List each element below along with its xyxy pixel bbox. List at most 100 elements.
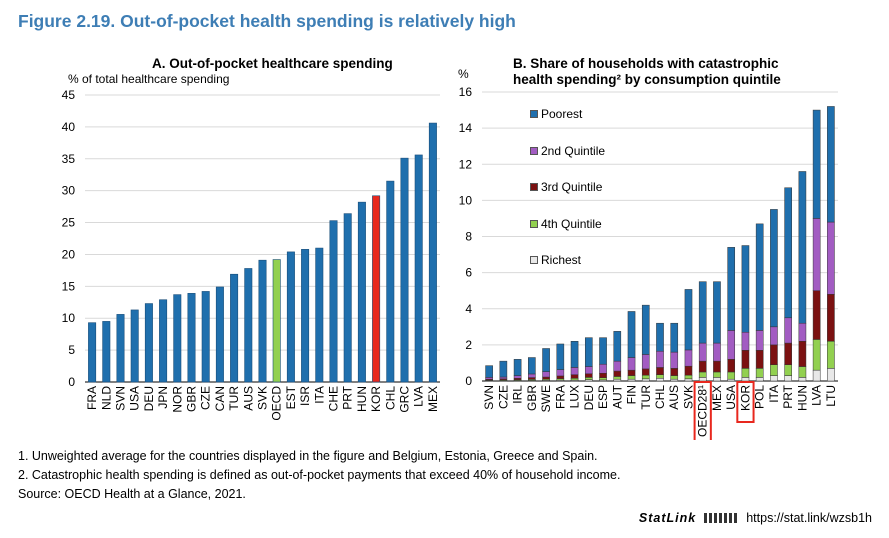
panel-b-segment-poorest: [499, 360, 508, 378]
panel-b-xtick-label: FRA: [553, 385, 567, 409]
statlink-label: StatLink: [638, 511, 697, 525]
panel-b-segment-4th-quintile: [798, 366, 807, 378]
panel-a-bar-svk: [258, 259, 267, 383]
panel-b-segment-poorest: [528, 357, 536, 375]
panel-b-segment-3rd-quintile: [827, 294, 835, 342]
panel-b-segment-poorest: [584, 337, 593, 367]
panel-b-segment-2nd-quintile: [684, 349, 693, 367]
panel-b-segment-richest: [656, 378, 664, 382]
legend-label: Poorest: [541, 107, 583, 121]
panel-b-segment-poorest: [684, 289, 693, 351]
panel-b-segment-poorest: [727, 247, 736, 331]
panel-b-segment-poorest: [513, 359, 522, 376]
panel-b-segment-3rd-quintile: [556, 375, 565, 379]
panel-b-segment-2nd-quintile: [627, 357, 636, 371]
panel-b-segment-richest: [741, 377, 750, 382]
panel-b-title-line2: health spending² by consumption quintile: [513, 72, 781, 87]
panel-b-segment-2nd-quintile: [670, 351, 679, 369]
panel-b-xtick-label: OECD28¹: [696, 385, 710, 437]
panel-a-ytick-label: 45: [62, 88, 76, 102]
statlink[interactable]: StatLink https://stat.link/wzsb1h: [639, 511, 872, 525]
panel-b-segment-poorest: [670, 322, 679, 353]
panel-a-bar-fra: [88, 322, 97, 383]
panel-a-xtick-label: EST: [284, 385, 298, 409]
panel-a-bar-tur: [230, 273, 239, 383]
panel-b-segment-poorest: [485, 365, 493, 378]
panel-b-segment-2nd-quintile: [641, 354, 650, 370]
panel-b-segment-poorest: [656, 322, 664, 352]
panel-b-segment-3rd-quintile: [670, 368, 679, 376]
panel-b-segment-poorest: [570, 341, 579, 368]
panel-a-ytick-label: 5: [68, 343, 75, 357]
panel-b-segment-4th-quintile: [613, 376, 622, 380]
panel-b-segment-poorest: [599, 337, 607, 365]
panel-b-segment-3rd-quintile: [755, 350, 764, 369]
panel-b-highlight-box: [693, 381, 712, 440]
panel-b-segment-richest: [798, 377, 807, 382]
panel-a-ytick-label: 10: [62, 311, 76, 325]
panel-b-ylabel: %: [458, 67, 469, 81]
panel-a-xtick-label: FRA: [85, 386, 99, 410]
panel-a-xtick-label: ISR: [298, 386, 312, 406]
panel-b-segment-richest: [613, 378, 622, 382]
panel-b-segment-poorest: [784, 187, 792, 319]
panel-a-xtick-label: GBR: [185, 386, 199, 412]
panel-a-xtick-label: LVA: [412, 386, 426, 407]
panel-a-bar-oecd: [272, 259, 281, 383]
panel-b-xtick-label: SVN: [482, 385, 496, 410]
panel-b-xtick-label: FIN: [625, 385, 639, 404]
panel-a-bar-che: [329, 220, 338, 383]
panel-b-segment-2nd-quintile: [570, 367, 579, 375]
statlink-url-link[interactable]: https://stat.link/wzsb1h: [746, 511, 872, 525]
panel-a-xtick-label: DEU: [142, 386, 156, 411]
panel-a-bar-deu: [144, 303, 153, 383]
panel-a-bar-gbr: [187, 293, 196, 383]
panel-b-ytick-label: 14: [459, 121, 473, 135]
panel-b-ytick-label: 2: [465, 338, 472, 352]
panel-a-bar-ita: [315, 247, 324, 383]
panel-a-xtick-label: USA: [128, 386, 142, 411]
legend-item: 2nd Quintile: [530, 144, 605, 158]
panel-b-segment-2nd-quintile: [499, 376, 508, 380]
panel-b-segment-4th-quintile: [770, 364, 778, 376]
panel-a-bar-cze: [201, 291, 210, 383]
panel-b-xtick-label: TUR: [639, 385, 653, 410]
panel-a-xtick-label: ITA: [312, 386, 326, 404]
panel-b-segment-2nd-quintile: [542, 371, 550, 378]
panel-a-xtick-label: CAN: [213, 386, 227, 411]
panel-a-xtick-label: JPN: [156, 386, 170, 409]
panel-a-ytick-label: 40: [62, 120, 76, 134]
panel-a-title: A. Out-of-pocket healthcare spending: [152, 56, 393, 71]
panel-b-segment-2nd-quintile: [713, 342, 721, 362]
panel-b-xtick-label: DEU: [582, 385, 596, 410]
panel-b-ytick-label: 0: [465, 374, 472, 388]
panel-a-ytick-label: 0: [68, 375, 75, 389]
panel-a-ytick-label: 35: [62, 152, 76, 166]
panel-a-bar-kor: [372, 195, 381, 383]
panel-b-xtick-label: CZE: [496, 385, 510, 409]
panel-a-ytick-label: 30: [62, 184, 76, 198]
panel-b-ytick-label: 6: [465, 266, 472, 280]
panel-a-xtick-label: PRT: [341, 385, 355, 409]
legend-item: Poorest: [530, 107, 582, 121]
panel-a-bar-chl: [386, 180, 395, 383]
panel-b-xtick-label: PRT: [781, 384, 795, 408]
panel-b-segment-2nd-quintile: [698, 342, 707, 362]
panel-b-xtick-label: AUT: [610, 384, 624, 409]
panel-b-segment-2nd-quintile: [613, 360, 622, 372]
panel-b-segment-2nd-quintile: [485, 377, 493, 380]
panel-b-segment-3rd-quintile: [741, 350, 750, 369]
legend-label: Richest: [541, 253, 582, 267]
panel-b-segment-richest: [770, 375, 778, 382]
panel-b-segment-2nd-quintile: [727, 330, 736, 360]
panel-b-segment-richest: [698, 377, 707, 382]
panel-b-xtick-label: SWE: [539, 385, 553, 412]
panel-b-ytick-label: 10: [459, 193, 473, 207]
panel-b-segment-2nd-quintile: [784, 317, 792, 344]
panel-b-segment-3rd-quintile: [570, 374, 579, 379]
panel-b-segment-4th-quintile: [627, 375, 636, 380]
panel-b-segment-2nd-quintile: [741, 331, 750, 351]
panel-b-segment-4th-quintile: [784, 364, 792, 376]
panel-b-segment-poorest: [627, 311, 636, 358]
